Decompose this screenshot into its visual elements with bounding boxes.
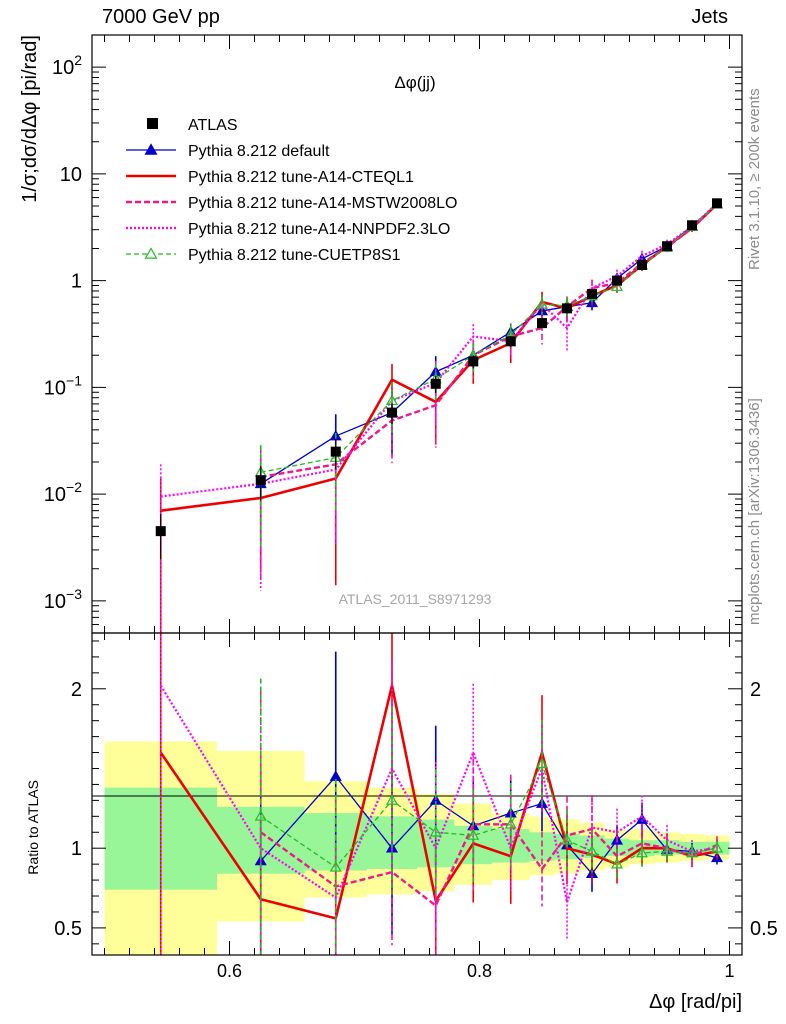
series-ratio-line-pythia-8-212-tune-cuetp8s1 bbox=[260, 763, 718, 868]
atlas-data-point bbox=[387, 407, 397, 418]
ratio-uncertainty-bands bbox=[104, 741, 730, 955]
y-tick-label: 10−2 bbox=[44, 479, 82, 506]
ratio-tick-label-left: 2 bbox=[71, 679, 82, 701]
y-tick-label: 10−1 bbox=[44, 372, 82, 399]
legend: ATLAS Pythia 8.212 default Pythia 8.212 tu… bbox=[126, 117, 457, 264]
series-ratio-marker bbox=[535, 757, 549, 769]
ratio-tick-label-left: 1 bbox=[71, 838, 82, 860]
atlas-data-point bbox=[562, 303, 572, 314]
series-ratio-marker bbox=[560, 834, 574, 845]
y-tick-label: 10−3 bbox=[44, 586, 82, 613]
atlas-data-point bbox=[612, 275, 622, 286]
series-ratio-marker bbox=[635, 846, 649, 858]
series-ratio-marker bbox=[329, 770, 342, 781]
axis-ticks bbox=[92, 34, 742, 955]
legend-label-pythia-8-212-tune-a14-nnpdf2-3lo: Pythia 8.212 tune-A14-NNPDF2.3LO bbox=[188, 221, 450, 238]
ratio-tick-label-right: 1 bbox=[750, 838, 761, 860]
ratio-y-axis-label: Ratio to ATLAS bbox=[25, 780, 41, 875]
series-ratio-marker bbox=[660, 845, 674, 856]
legend-label-pythia-8-212-tune-a14-mstw2008lo: Pythia 8.212 tune-A14-MSTW2008LO bbox=[188, 195, 457, 212]
legend-label-pythia-8-212-tune-cuetp8s1: Pythia 8.212 tune-CUETP8S1 bbox=[188, 247, 401, 264]
atlas-data-point bbox=[155, 526, 166, 537]
atlas-data-point bbox=[712, 198, 722, 209]
y-axis-label: 1/σ;dσ/dΔφ [pi/rad] bbox=[19, 35, 41, 203]
series-ratio-marker bbox=[385, 794, 399, 805]
atlas-data-point bbox=[430, 378, 441, 389]
ratio-panel-series bbox=[159, 633, 724, 955]
series-ratio-marker bbox=[710, 841, 724, 853]
legend-marker-pythia-8-212-default bbox=[144, 143, 158, 155]
y-tick-label: 1 bbox=[71, 271, 82, 293]
main-panel-data-points bbox=[155, 198, 722, 559]
series-ratio-marker bbox=[254, 810, 267, 821]
y-tick-label: 10 bbox=[60, 164, 82, 186]
atlas-data-point bbox=[687, 220, 697, 231]
analysis-label: ATLAS_2011_S8971293 bbox=[339, 591, 492, 607]
series-ratio-marker bbox=[329, 861, 342, 872]
atlas-data-point bbox=[330, 446, 341, 457]
legend-marker-pythia-8-212-tune-cuetp8s1 bbox=[144, 247, 158, 259]
series-marker bbox=[535, 298, 549, 309]
y-tick-label: 102 bbox=[52, 52, 82, 79]
x-tick-label: 0.6 bbox=[217, 961, 242, 981]
legend-label-pythia-8-212-tune-a14-cteql1: Pythia 8.212 tune-A14-CTEQL1 bbox=[188, 169, 414, 186]
legend-marker-atlas bbox=[147, 118, 158, 129]
series-ratio-marker bbox=[585, 845, 599, 856]
x-tick-label: 1 bbox=[724, 961, 734, 981]
series-ratio-marker bbox=[467, 829, 480, 840]
ratio-panel-frame bbox=[91, 632, 743, 956]
ratio-tick-label-right: 0.5 bbox=[750, 918, 778, 940]
series-ratio-marker bbox=[685, 846, 699, 858]
x-axis-label: Δφ [rad/pi] bbox=[649, 991, 742, 1013]
atlas-data-point bbox=[468, 356, 479, 367]
observable-group-label: Jets bbox=[691, 6, 728, 28]
ratio-tick-label-left: 0.5 bbox=[54, 918, 82, 940]
atlas-data-point bbox=[537, 318, 547, 329]
x-tick-label: 0.8 bbox=[467, 961, 492, 981]
atlas-data-point bbox=[662, 241, 672, 252]
atlas-data-point bbox=[255, 475, 266, 486]
series-ratio-marker bbox=[610, 857, 624, 869]
legend-label-pythia-8-212-default: Pythia 8.212 default bbox=[188, 143, 330, 160]
atlas-data-point bbox=[505, 336, 516, 347]
series-ratio-marker bbox=[429, 826, 442, 837]
atlas-data-point bbox=[587, 288, 597, 299]
series-ratio-line-pythia-8-212-default bbox=[260, 775, 718, 875]
collision-label: 7000 GeV pp bbox=[102, 6, 220, 28]
series-marker bbox=[610, 280, 624, 291]
atlas-data-point bbox=[637, 260, 647, 271]
series-ratio-line-pythia-8-212-tune-a14-nnpdf2-3lo bbox=[159, 685, 718, 904]
legend-label-atlas: ATLAS bbox=[188, 117, 238, 134]
axis-tick-labels: 0.6 0.8 1 10−3 10−2 10−1 1 10 102 0.5 0.5 1 1 2 2 bbox=[44, 52, 778, 981]
series-ratio-marker bbox=[504, 818, 517, 829]
chart-title: Δφ(jj) bbox=[394, 73, 435, 92]
series-line-pythia-8-212-tune-a14-mstw2008lo bbox=[260, 203, 718, 479]
ratio-tick-label-right: 2 bbox=[750, 679, 761, 701]
series-ratio-line-pythia-8-212-tune-a14-mstw2008lo bbox=[260, 823, 718, 907]
